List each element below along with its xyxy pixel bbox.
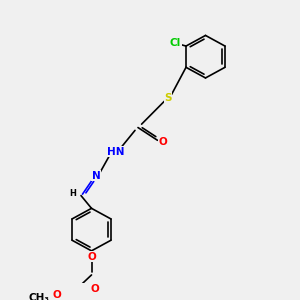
Text: O: O (158, 137, 167, 147)
Text: HN: HN (107, 147, 124, 157)
Text: Cl: Cl (170, 38, 181, 48)
Text: O: O (52, 290, 62, 300)
Text: H: H (69, 189, 76, 198)
Text: S: S (164, 93, 172, 103)
Text: CH₃: CH₃ (28, 292, 50, 300)
Text: O: O (87, 251, 96, 262)
Text: N: N (92, 171, 100, 181)
Text: O: O (91, 284, 100, 294)
